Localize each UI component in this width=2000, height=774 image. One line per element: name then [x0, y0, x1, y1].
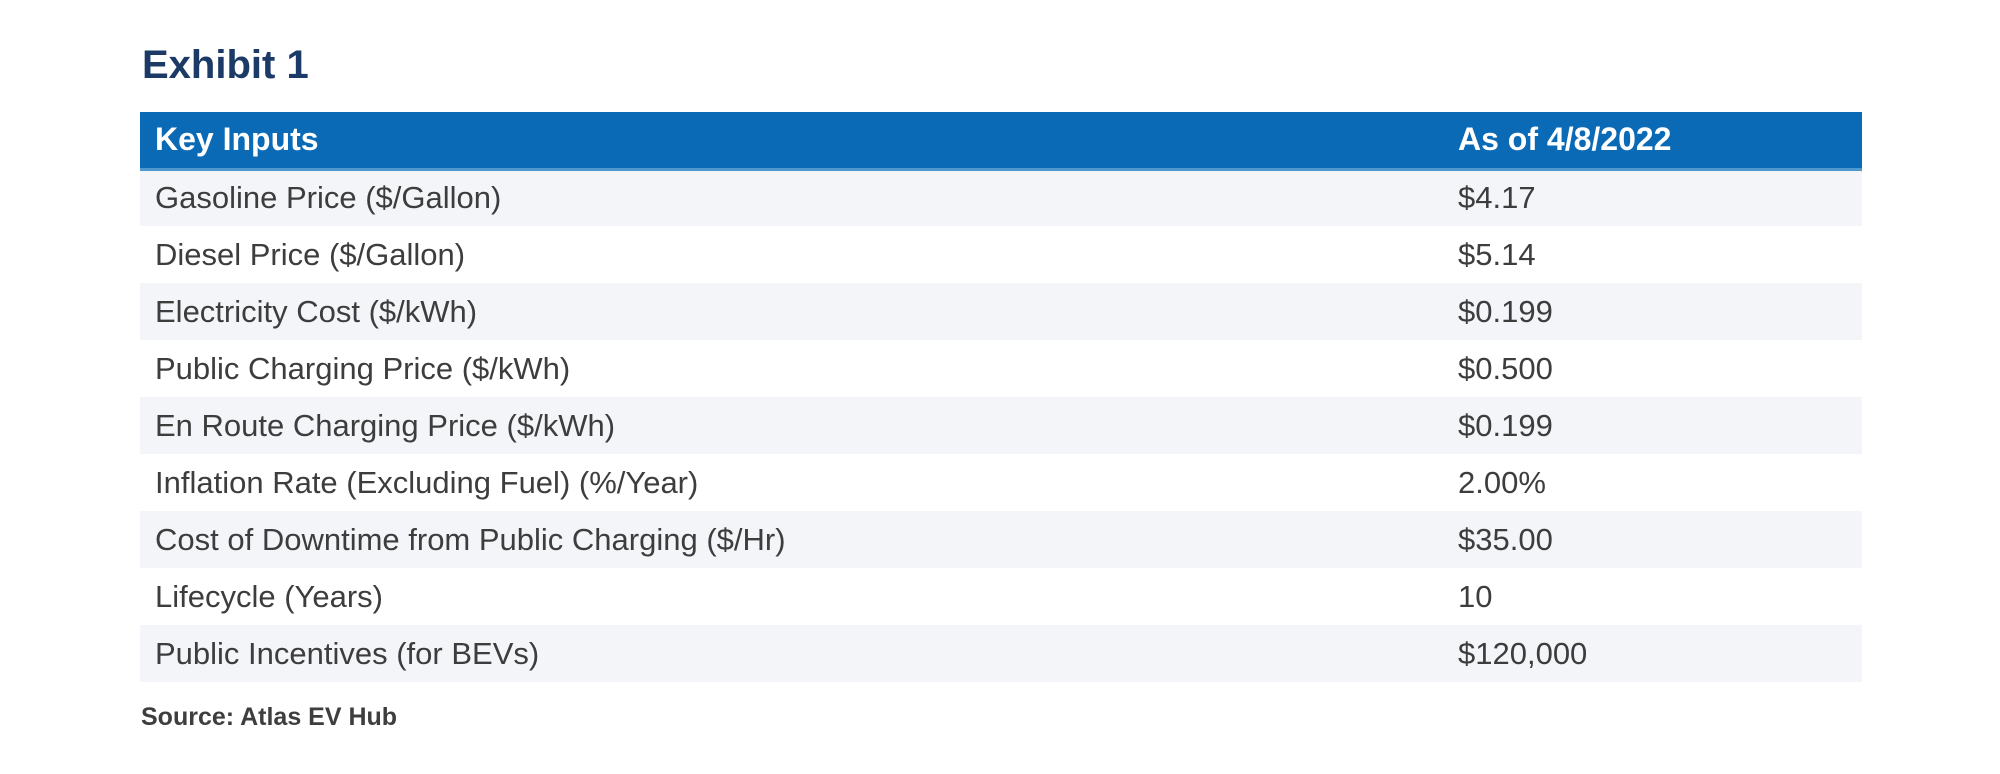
input-value-cell: $0.199 [1443, 397, 1862, 454]
table-row: Public Incentives (for BEVs) $120,000 [140, 625, 1862, 682]
table-row: En Route Charging Price ($/kWh) $0.199 [140, 397, 1862, 454]
input-value-cell: 2.00% [1443, 454, 1862, 511]
input-value-cell: $4.17 [1443, 169, 1862, 226]
input-value-cell: $120,000 [1443, 625, 1862, 682]
header-cell-as-of-date: As of 4/8/2022 [1443, 112, 1862, 171]
input-value-cell: 10 [1443, 568, 1862, 625]
input-label-cell: En Route Charging Price ($/kWh) [140, 397, 1443, 454]
table-row: Public Charging Price ($/kWh) $0.500 [140, 340, 1862, 397]
source-note: Source: Atlas EV Hub [141, 703, 398, 731]
exhibit-title: Exhibit 1 [142, 43, 309, 87]
table-row: Inflation Rate (Excluding Fuel) (%/Year)… [140, 454, 1862, 511]
table-row: Gasoline Price ($/Gallon) $4.17 [140, 169, 1862, 226]
input-label-cell: Inflation Rate (Excluding Fuel) (%/Year) [140, 454, 1443, 511]
input-value-cell: $5.14 [1443, 226, 1862, 283]
table-header-row: Key Inputs As of 4/8/2022 [140, 112, 1862, 171]
table-row: Electricity Cost ($/kWh) $0.199 [140, 283, 1862, 340]
table-row: Diesel Price ($/Gallon) $5.14 [140, 226, 1862, 283]
input-label-cell: Diesel Price ($/Gallon) [140, 226, 1443, 283]
input-label-cell: Public Charging Price ($/kWh) [140, 340, 1443, 397]
table-row: Lifecycle (Years) 10 [140, 568, 1862, 625]
input-value-cell: $0.199 [1443, 283, 1862, 340]
table-body: Gasoline Price ($/Gallon) $4.17 Diesel P… [140, 169, 1862, 682]
header-cell-key-inputs: Key Inputs [140, 112, 1443, 171]
input-label-cell: Public Incentives (for BEVs) [140, 625, 1443, 682]
key-inputs-table: Key Inputs As of 4/8/2022 Gasoline Price… [140, 112, 1862, 682]
table-row: Cost of Downtime from Public Charging ($… [140, 511, 1862, 568]
input-label-cell: Gasoline Price ($/Gallon) [140, 169, 1443, 226]
input-label-cell: Cost of Downtime from Public Charging ($… [140, 511, 1443, 568]
input-label-cell: Electricity Cost ($/kWh) [140, 283, 1443, 340]
input-value-cell: $35.00 [1443, 511, 1862, 568]
input-label-cell: Lifecycle (Years) [140, 568, 1443, 625]
input-value-cell: $0.500 [1443, 340, 1862, 397]
